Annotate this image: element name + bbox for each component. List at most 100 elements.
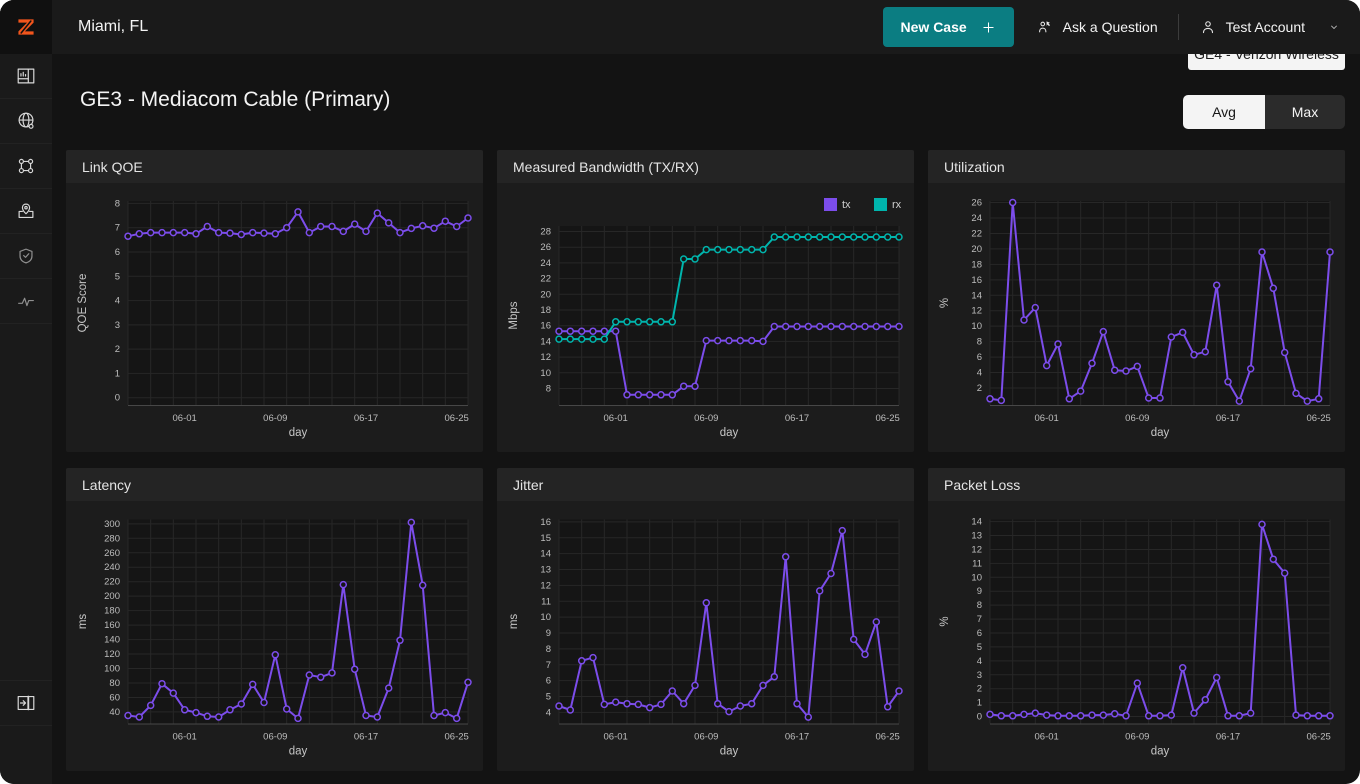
- data-point-latency[interactable]: [169, 689, 178, 697]
- data-point-latency[interactable]: [271, 651, 280, 659]
- data-point-qoe[interactable]: [396, 228, 404, 237]
- data-point-tx[interactable]: [861, 322, 869, 331]
- data-point-packet_loss[interactable]: [1133, 679, 1142, 687]
- data-point-rx[interactable]: [589, 335, 597, 343]
- data-point-utilization[interactable]: [1212, 281, 1221, 289]
- data-point-rx[interactable]: [781, 233, 790, 241]
- data-point-packet_loss[interactable]: [1212, 673, 1221, 682]
- data-point-qoe[interactable]: [339, 227, 348, 236]
- data-point-latency[interactable]: [192, 708, 200, 717]
- data-point-jitter[interactable]: [611, 698, 620, 706]
- data-point-jitter[interactable]: [555, 702, 563, 710]
- data-point-packet_loss[interactable]: [1054, 712, 1062, 720]
- app-logo[interactable]: [0, 0, 52, 54]
- chevron-down-icon[interactable]: [1328, 21, 1340, 33]
- sidebar-item-security[interactable]: [0, 234, 52, 279]
- data-point-qoe[interactable]: [373, 209, 382, 217]
- data-point-tx[interactable]: [804, 322, 813, 331]
- data-point-packet_loss[interactable]: [1031, 709, 1040, 717]
- data-point-qoe[interactable]: [452, 222, 461, 231]
- data-point-rx[interactable]: [883, 233, 892, 241]
- data-point-jitter[interactable]: [781, 553, 790, 561]
- data-point-jitter[interactable]: [736, 702, 745, 710]
- legend-swatch-tx[interactable]: [824, 198, 837, 211]
- toggle-max-button[interactable]: Max: [1265, 95, 1345, 129]
- sidebar-item-health[interactable]: [0, 279, 52, 324]
- data-point-rx[interactable]: [691, 255, 699, 263]
- data-point-utilization[interactable]: [1280, 348, 1289, 357]
- data-point-utilization[interactable]: [1144, 394, 1153, 402]
- data-point-qoe[interactable]: [271, 230, 280, 238]
- data-point-jitter[interactable]: [895, 687, 903, 695]
- data-point-rx[interactable]: [702, 245, 711, 254]
- data-point-packet_loss[interactable]: [1326, 712, 1334, 720]
- data-point-utilization[interactable]: [1020, 316, 1028, 324]
- data-point-latency[interactable]: [362, 711, 370, 720]
- data-point-qoe[interactable]: [384, 219, 393, 227]
- data-point-qoe[interactable]: [316, 222, 325, 231]
- data-point-rx[interactable]: [804, 233, 813, 241]
- data-point-rx[interactable]: [611, 318, 620, 326]
- data-point-rx[interactable]: [827, 233, 835, 241]
- data-point-packet_loss[interactable]: [1042, 711, 1051, 719]
- toggle-avg-button[interactable]: Avg: [1183, 95, 1265, 129]
- data-point-tx[interactable]: [623, 391, 631, 399]
- data-point-packet_loss[interactable]: [1303, 712, 1312, 720]
- data-point-qoe[interactable]: [441, 217, 450, 225]
- data-point-rx[interactable]: [600, 335, 609, 343]
- data-point-qoe[interactable]: [407, 224, 416, 233]
- data-point-tx[interactable]: [589, 327, 597, 335]
- data-point-tx[interactable]: [770, 322, 779, 331]
- data-point-latency[interactable]: [430, 711, 438, 720]
- data-point-latency[interactable]: [260, 698, 268, 707]
- data-point-tx[interactable]: [815, 322, 824, 331]
- data-point-utilization[interactable]: [1246, 364, 1255, 373]
- data-point-jitter[interactable]: [645, 703, 654, 712]
- data-point-latency[interactable]: [226, 706, 234, 714]
- data-point-jitter[interactable]: [883, 703, 892, 711]
- data-point-qoe[interactable]: [305, 228, 314, 237]
- data-point-rx[interactable]: [849, 233, 858, 241]
- data-point-latency[interactable]: [248, 680, 257, 689]
- data-point-packet_loss[interactable]: [1020, 710, 1028, 719]
- data-point-jitter[interactable]: [815, 587, 824, 595]
- data-point-rx[interactable]: [747, 245, 756, 254]
- data-point-tx[interactable]: [827, 322, 835, 331]
- data-point-latency[interactable]: [214, 713, 223, 721]
- data-point-jitter[interactable]: [657, 700, 665, 709]
- data-point-rx[interactable]: [793, 233, 801, 241]
- data-point-utilization[interactable]: [1314, 395, 1323, 403]
- data-point-packet_loss[interactable]: [1224, 712, 1232, 720]
- data-point-utilization[interactable]: [1076, 387, 1085, 395]
- data-point-rx[interactable]: [815, 233, 824, 241]
- data-point-tx[interactable]: [702, 336, 711, 345]
- data-point-jitter[interactable]: [849, 635, 858, 644]
- data-point-utilization[interactable]: [1167, 333, 1176, 341]
- data-point-qoe[interactable]: [226, 229, 234, 237]
- data-point-packet_loss[interactable]: [1190, 709, 1198, 717]
- data-point-qoe[interactable]: [260, 229, 268, 237]
- data-point-rx[interactable]: [623, 318, 631, 326]
- data-point-utilization[interactable]: [1178, 328, 1187, 337]
- data-point-packet_loss[interactable]: [997, 712, 1006, 720]
- data-point-utilization[interactable]: [1156, 394, 1164, 402]
- data-point-jitter[interactable]: [589, 653, 597, 662]
- data-point-tx[interactable]: [668, 391, 677, 399]
- data-point-tx[interactable]: [713, 336, 722, 345]
- data-point-latency[interactable]: [282, 705, 291, 713]
- data-point-tx[interactable]: [555, 327, 563, 335]
- data-point-jitter[interactable]: [668, 687, 677, 695]
- data-point-rx[interactable]: [668, 318, 677, 326]
- data-point-jitter[interactable]: [838, 526, 847, 535]
- data-point-rx[interactable]: [895, 233, 903, 241]
- data-point-utilization[interactable]: [1326, 248, 1334, 256]
- data-point-utilization[interactable]: [1201, 347, 1210, 356]
- data-point-jitter[interactable]: [793, 699, 801, 708]
- data-point-jitter[interactable]: [759, 681, 767, 690]
- data-point-qoe[interactable]: [294, 208, 302, 216]
- data-point-tx[interactable]: [634, 391, 643, 399]
- data-point-rx[interactable]: [838, 233, 847, 241]
- data-point-tx[interactable]: [725, 336, 733, 345]
- data-point-rx[interactable]: [566, 335, 575, 343]
- chart-canvas-packet-loss[interactable]: 0 1 2 3 4 5 6 7 8 9 10 11 12 13 14 06-01 06-09 06-17 06-25…: [928, 501, 1345, 771]
